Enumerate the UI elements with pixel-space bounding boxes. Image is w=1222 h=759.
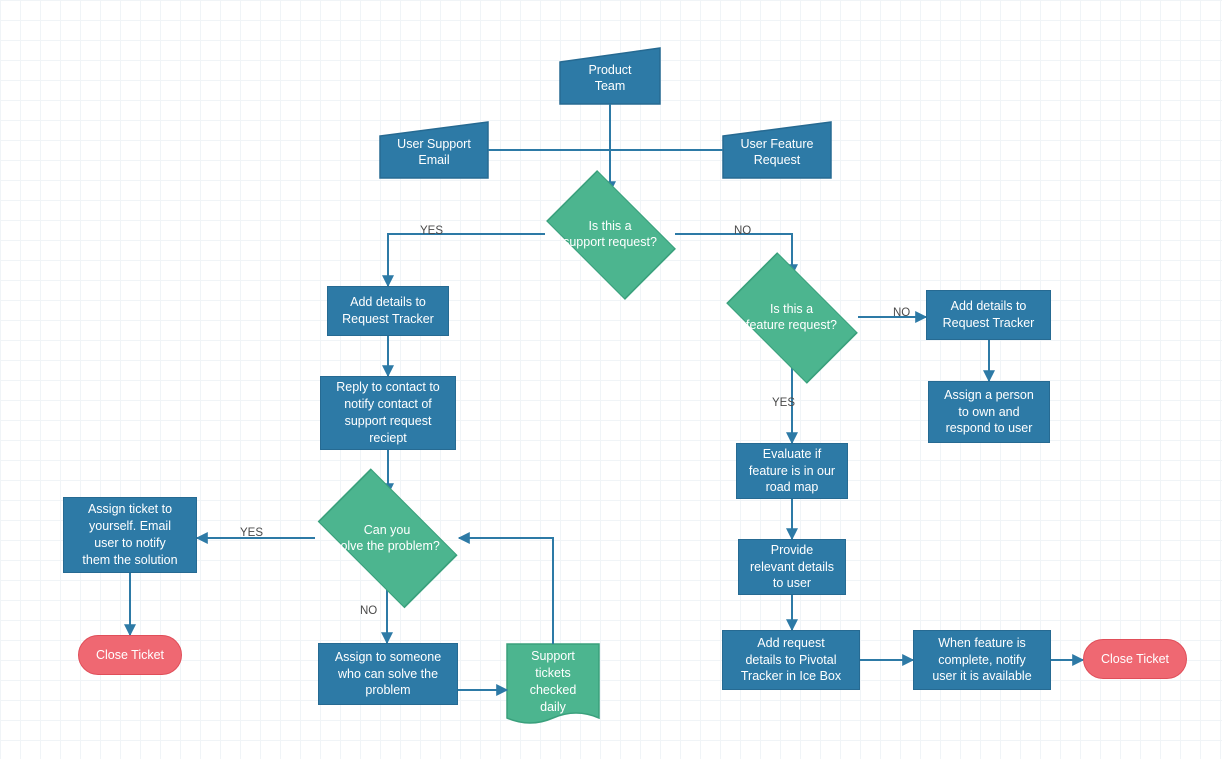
node-is_support: Is this asupport request? [545,192,675,276]
flowchart-canvas: ProductTeam User SupportEmail User Feature… [0,0,1222,759]
node-assign_ticket_self: Assign ticket toyourself. Emailuser to n… [63,497,197,573]
node-close_left: Close Ticket [78,635,182,675]
node-add_details_right: Add details toRequest Tracker [926,290,1051,340]
node-add_pivotal: Add requestdetails to PivotalTracker in … [722,630,860,690]
edge-label: NO [360,605,377,617]
edge-label: NO [734,225,751,237]
node-label: Is this afeature request? [725,275,858,359]
edge-label: YES [240,527,263,539]
node-support_checked: Supportticketscheckeddaily [507,644,599,720]
node-reply_contact: Reply to contact tonotify contact ofsupp… [320,376,456,450]
node-user_support_email: User SupportEmail [380,127,488,178]
node-product_team: ProductTeam [560,53,660,104]
edge-label: YES [772,397,795,409]
node-label: Is this asupport request? [545,192,675,276]
node-can_solve: Can yousolve the problem? [315,494,459,582]
edge-label: YES [420,225,443,237]
node-evaluate_roadmap: Evaluate iffeature is in ourroad map [736,443,848,499]
node-user_feature_request: User FeatureRequest [723,127,831,178]
node-is_feature: Is this afeature request? [725,275,858,359]
edge-label: NO [893,307,910,319]
node-assign_someone: Assign to someonewho can solve theproble… [318,643,458,705]
node-close_right: Close Ticket [1083,639,1187,679]
node-add_details_left: Add details toRequest Tracker [327,286,449,336]
node-label: Can yousolve the problem? [315,494,459,582]
node-provide_details: Providerelevant detailsto user [738,539,846,595]
node-assign_person_user: Assign a personto own andrespond to user [928,381,1050,443]
node-notify_available: When feature iscomplete, notifyuser it i… [913,630,1051,690]
